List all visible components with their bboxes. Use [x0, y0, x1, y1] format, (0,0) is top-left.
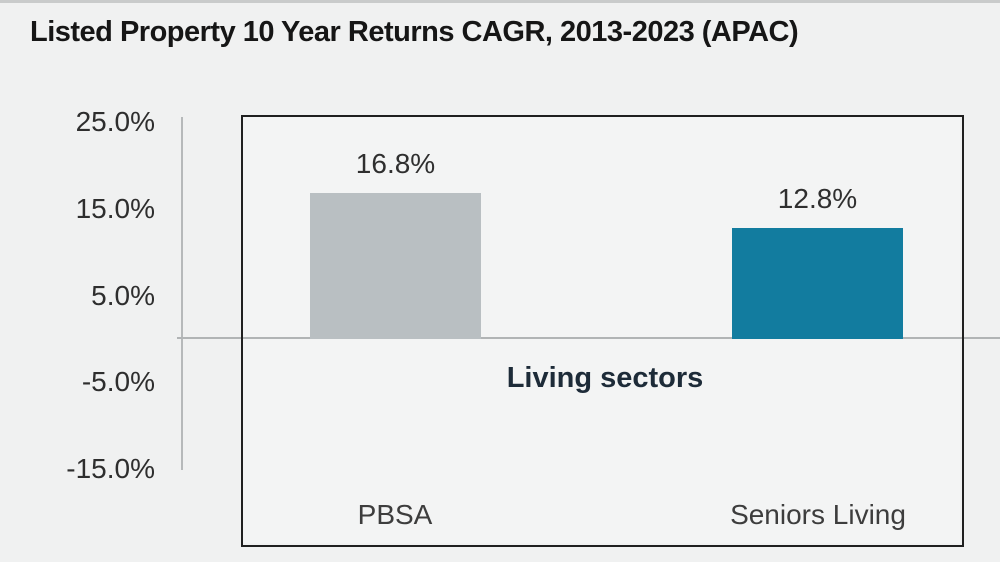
category-label-seniors-living: Seniors Living	[730, 499, 906, 530]
chart-title: Listed Property 10 Year Returns CAGR, 20…	[30, 16, 799, 48]
y-axis-tick-5: 5.0%	[91, 279, 155, 311]
y-axis-line	[181, 117, 183, 470]
bar-value-label-pbsa: 16.8%	[355, 148, 436, 180]
y-axis-tick-15: 15.0%	[75, 192, 155, 224]
y-axis-tick-neg5: -5.0%	[81, 366, 155, 398]
category-label-pbsa: PBSA	[357, 499, 433, 530]
top-border-line	[0, 0, 1000, 3]
bar-seniors-living	[732, 227, 903, 339]
bar-pbsa	[310, 193, 481, 339]
y-axis-tick-neg15: -15.0%	[66, 453, 155, 485]
living-sectors-label: Living sectors	[506, 362, 704, 394]
bar-value-label-seniors-living: 12.8%	[777, 182, 858, 214]
y-axis-tick-25: 25.0%	[75, 106, 155, 137]
zero-baseline	[177, 337, 1000, 339]
